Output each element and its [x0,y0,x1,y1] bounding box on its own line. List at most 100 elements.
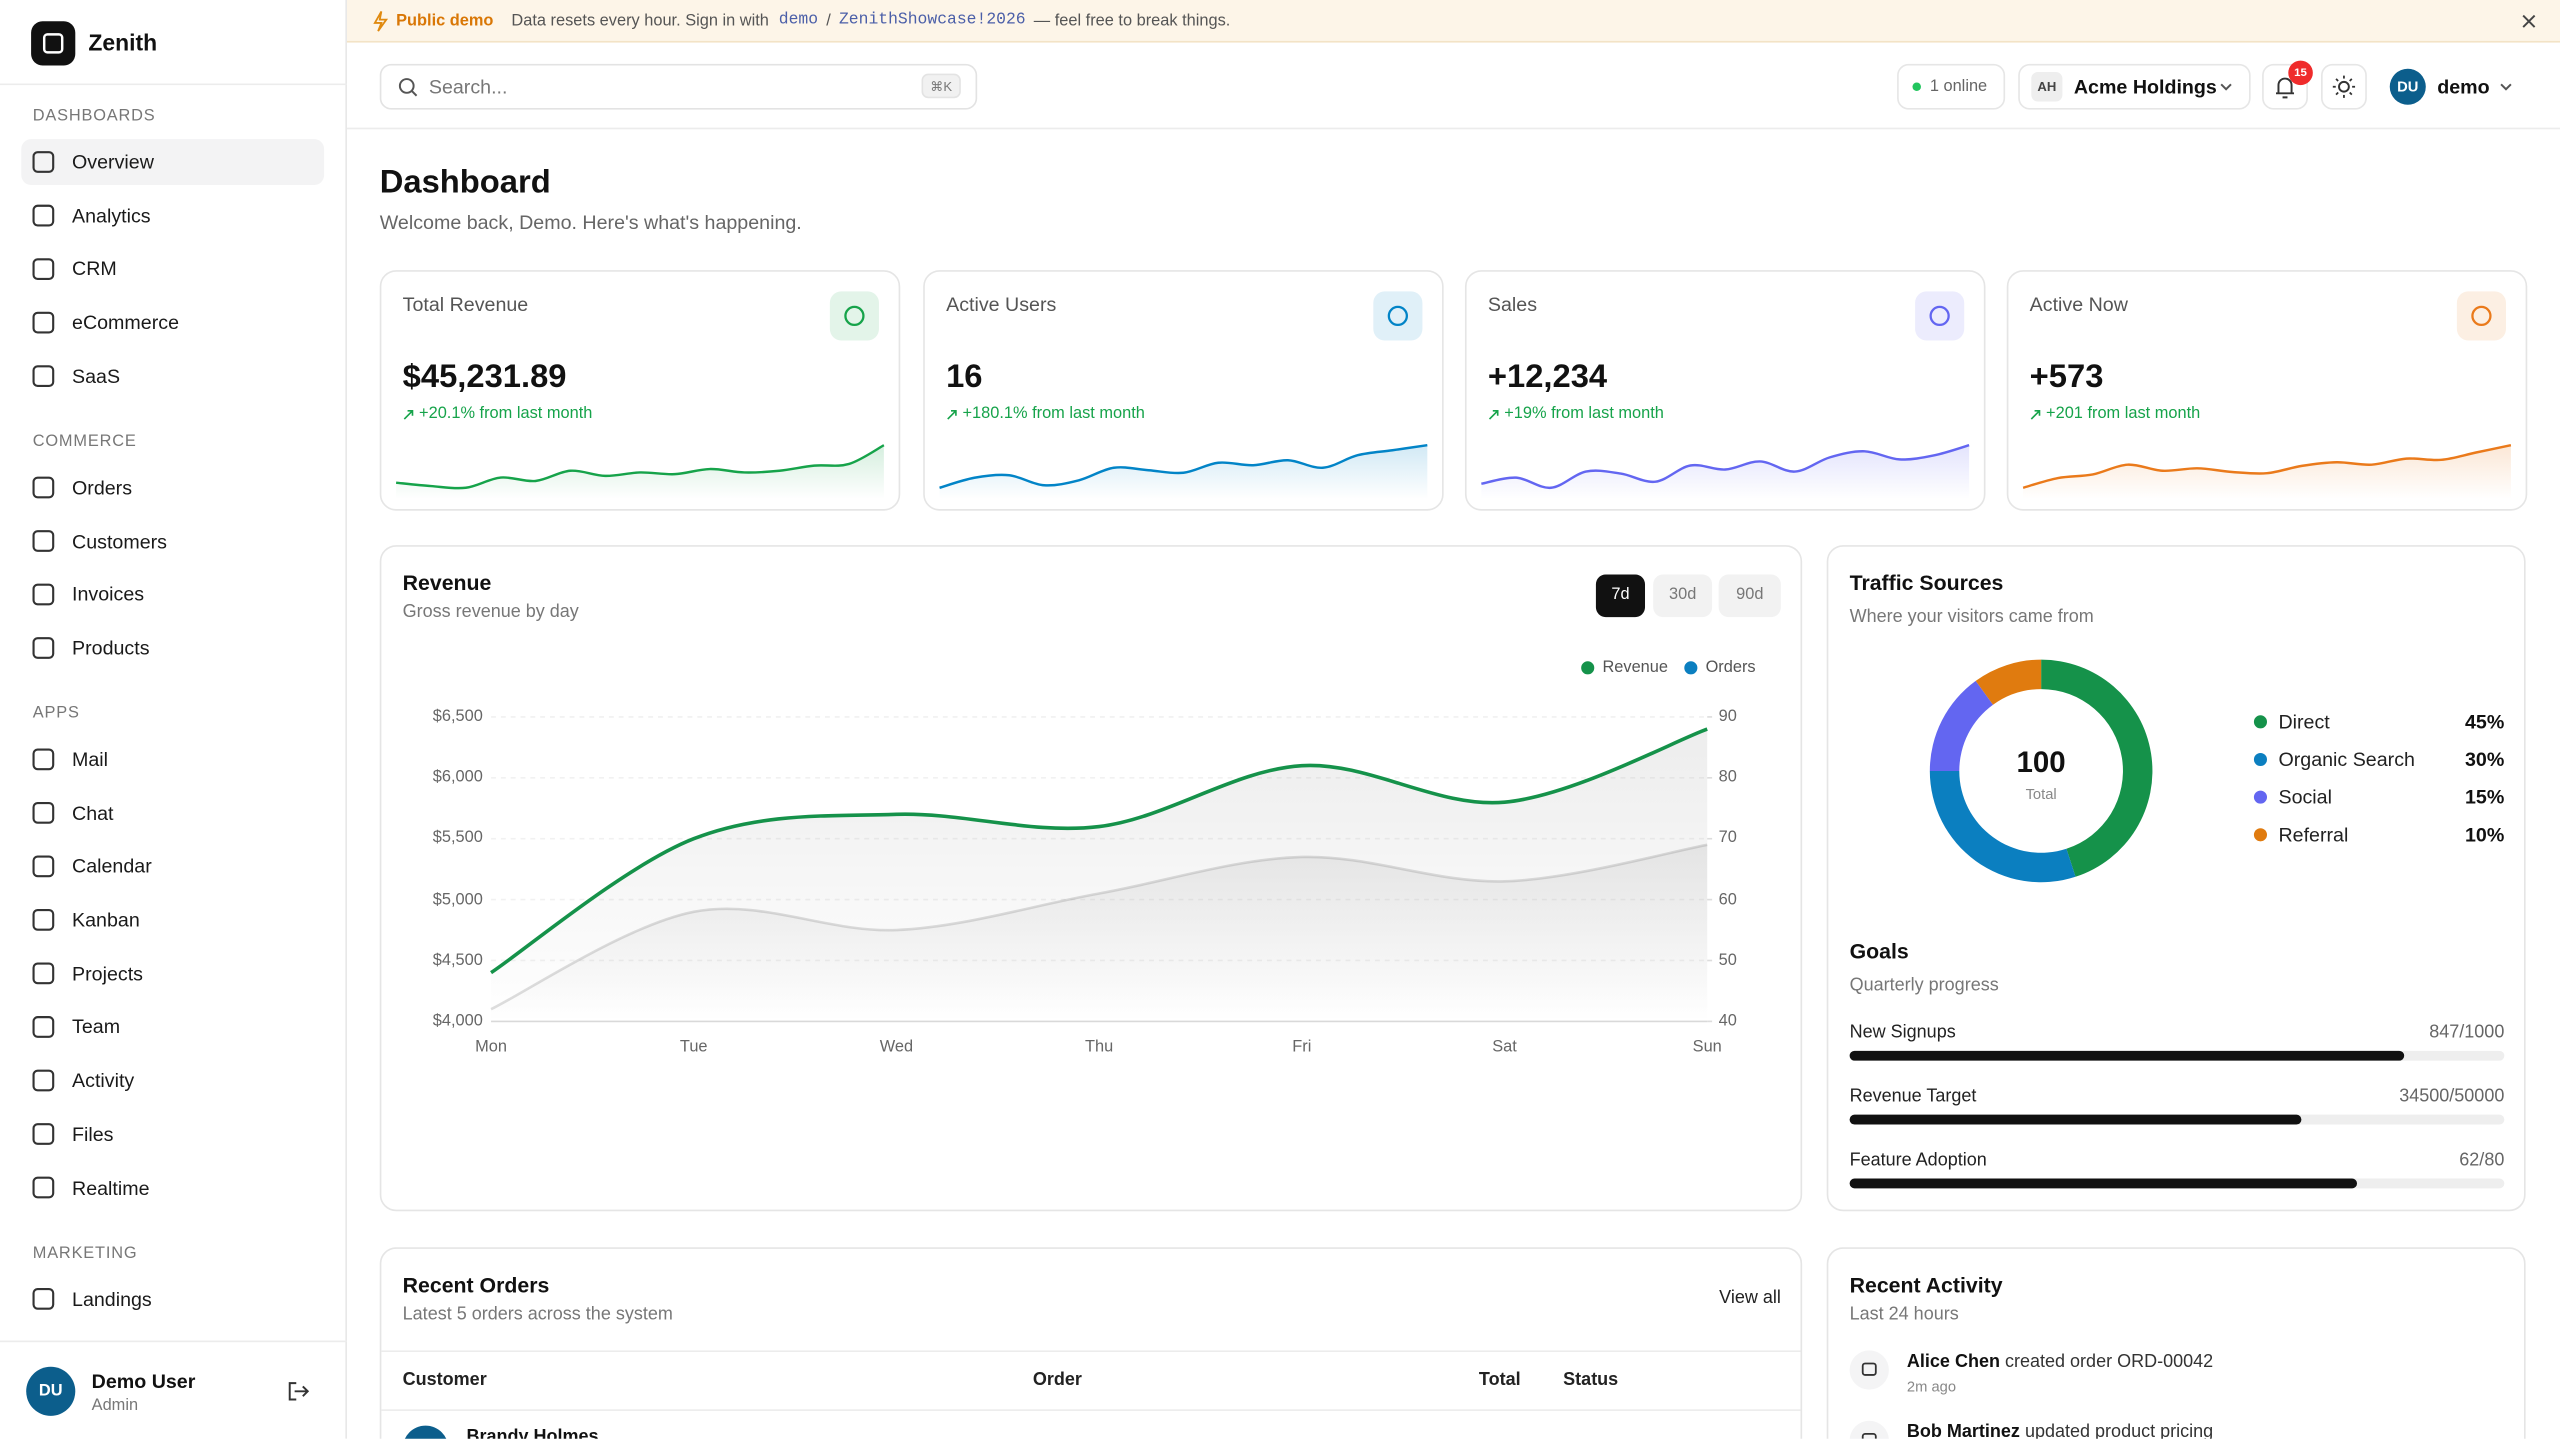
nav-item[interactable]: eCommerce [72,311,180,335]
orders-title: Recent Orders [402,1272,550,1298]
range-button[interactable]: 7d [1595,574,1646,618]
stat-icon [1915,291,1965,341]
y2-tick-label: 70 [1718,829,1737,848]
stat-change: +201 from last month [2046,405,2201,424]
goal-value: 847/1000 [2429,1023,2505,1043]
x-tick-label: Fri [1292,1038,1312,1057]
donut-total: 100 [2016,745,2066,779]
activity-text: Alice Chen created order ORD-00042 [1907,1352,2213,1372]
y-tick-label: $4,500 [432,951,483,970]
customer-name: Brandy Holmes [466,1427,599,1439]
stat-value: +573 [2029,359,2104,396]
activity-action: created order ORD-00042 [2004,1352,2214,1372]
x-tick-label: Mon [475,1038,507,1057]
nav-item[interactable]: Mail [72,747,109,771]
stat-change: +19% from last month [1504,405,1664,424]
y2-tick-label: 40 [1718,1012,1737,1031]
nav-item[interactable]: Landings [72,1287,152,1311]
stat-value: +12,234 [1487,359,1608,396]
range-button[interactable]: 90d [1718,574,1781,618]
stat-value: 16 [946,359,983,396]
legend-label: Direct [2278,710,2330,734]
nav-item[interactable]: Calendar [72,854,152,878]
orders-view-all[interactable]: View all [1719,1288,1781,1308]
x-tick-label: Wed [879,1038,914,1057]
stat-value: $45,231.89 [402,359,567,396]
logout-button[interactable] [282,1375,315,1408]
activity-actor: Bob Martinez [1906,1422,2020,1439]
customer-avatar [402,1425,449,1439]
nav-section-title: MARKETING [32,1243,138,1262]
stat-card [379,270,901,511]
revenue-card [379,545,1803,1212]
chart-subtitle: Gross revenue by day [402,602,579,622]
range-label[interactable]: 90d [1736,585,1764,604]
nav-item[interactable]: Activity [72,1069,135,1092]
table-divider [381,1409,1801,1411]
nav-item[interactable]: Realtime [72,1176,150,1199]
banner-note: — feel free to break things. [1033,12,1231,31]
nav-section-title: APPS [32,704,80,723]
range-label[interactable]: 7d [1611,585,1630,604]
goal-name: Revenue Target [1849,1086,1977,1107]
y-tick-label: $5,500 [432,829,483,848]
brand-name: Zenith [88,29,158,56]
theme-button[interactable] [2321,63,2367,110]
legend-label: Revenue [1602,658,1668,677]
nav-section-title: DASHBOARDS [32,107,156,126]
banner-tag: Public demo [396,12,494,31]
legend-value: 45% [2465,710,2505,734]
nav-item[interactable]: Kanban [72,908,140,932]
account-avatar[interactable] [2389,68,2426,105]
range-button[interactable]: 30d [1653,574,1713,618]
nav-item[interactable]: Chat [72,801,114,825]
goal-value: 34500/50000 [2399,1086,2505,1107]
online-pill [1897,63,2006,110]
sidebar [0,0,348,1439]
stat-card [1464,270,1986,511]
online-status: 1 online [1929,77,1988,96]
x-tick-label: Sun [1692,1038,1722,1057]
account-name[interactable]: demo [2437,75,2490,99]
stat-label: Total Revenue [402,292,529,316]
sidebar-footer-divider [0,1340,348,1343]
y2-tick-label: 60 [1718,890,1737,909]
nav-section-title: COMMERCE [32,432,137,451]
stat-card [923,270,1444,511]
nav-item[interactable]: Customers [72,529,167,553]
nav-item[interactable]: Overview [72,150,154,174]
nav-item[interactable]: Team [72,1015,121,1039]
nav-item[interactable]: Projects [72,961,143,985]
nav-item[interactable]: Products [72,636,150,660]
goal-value: 62/80 [2459,1150,2505,1171]
traffic-card [1826,545,2526,1212]
stat-label: Active Now [2029,292,2128,316]
y-tick-label: $6,000 [432,768,483,787]
page-title: Dashboard [379,164,551,201]
nav-item[interactable]: SaaS [72,364,121,388]
stat-icon [829,291,879,341]
range-label[interactable]: 30d [1669,585,1697,604]
activity-icon [1849,1350,1889,1390]
banner-close[interactable] [2517,10,2540,33]
activity-title: Recent Activity [1849,1272,2003,1298]
nav-item[interactable]: Files [72,1122,114,1146]
user-avatar [26,1366,76,1416]
nav-item[interactable]: Orders [72,475,133,499]
nav-item[interactable]: Invoices [72,583,145,606]
activity-icon [1849,1420,1889,1439]
notifications-button[interactable] [2262,63,2308,110]
org-switcher[interactable] [2018,63,2251,110]
search-placeholder: Search... [428,75,508,99]
nav-item[interactable]: Analytics [72,204,151,228]
sidebar-divider [0,83,348,86]
user-initials: DU [38,1382,63,1401]
orders-card [379,1247,1803,1439]
shortcut-key [921,73,961,99]
nav-item[interactable]: CRM [72,257,117,281]
goals-title: Goals [1849,938,1909,964]
x-tick-label: Tue [679,1038,708,1057]
y2-tick-label: 90 [1718,707,1737,726]
search-box[interactable] [379,63,978,110]
